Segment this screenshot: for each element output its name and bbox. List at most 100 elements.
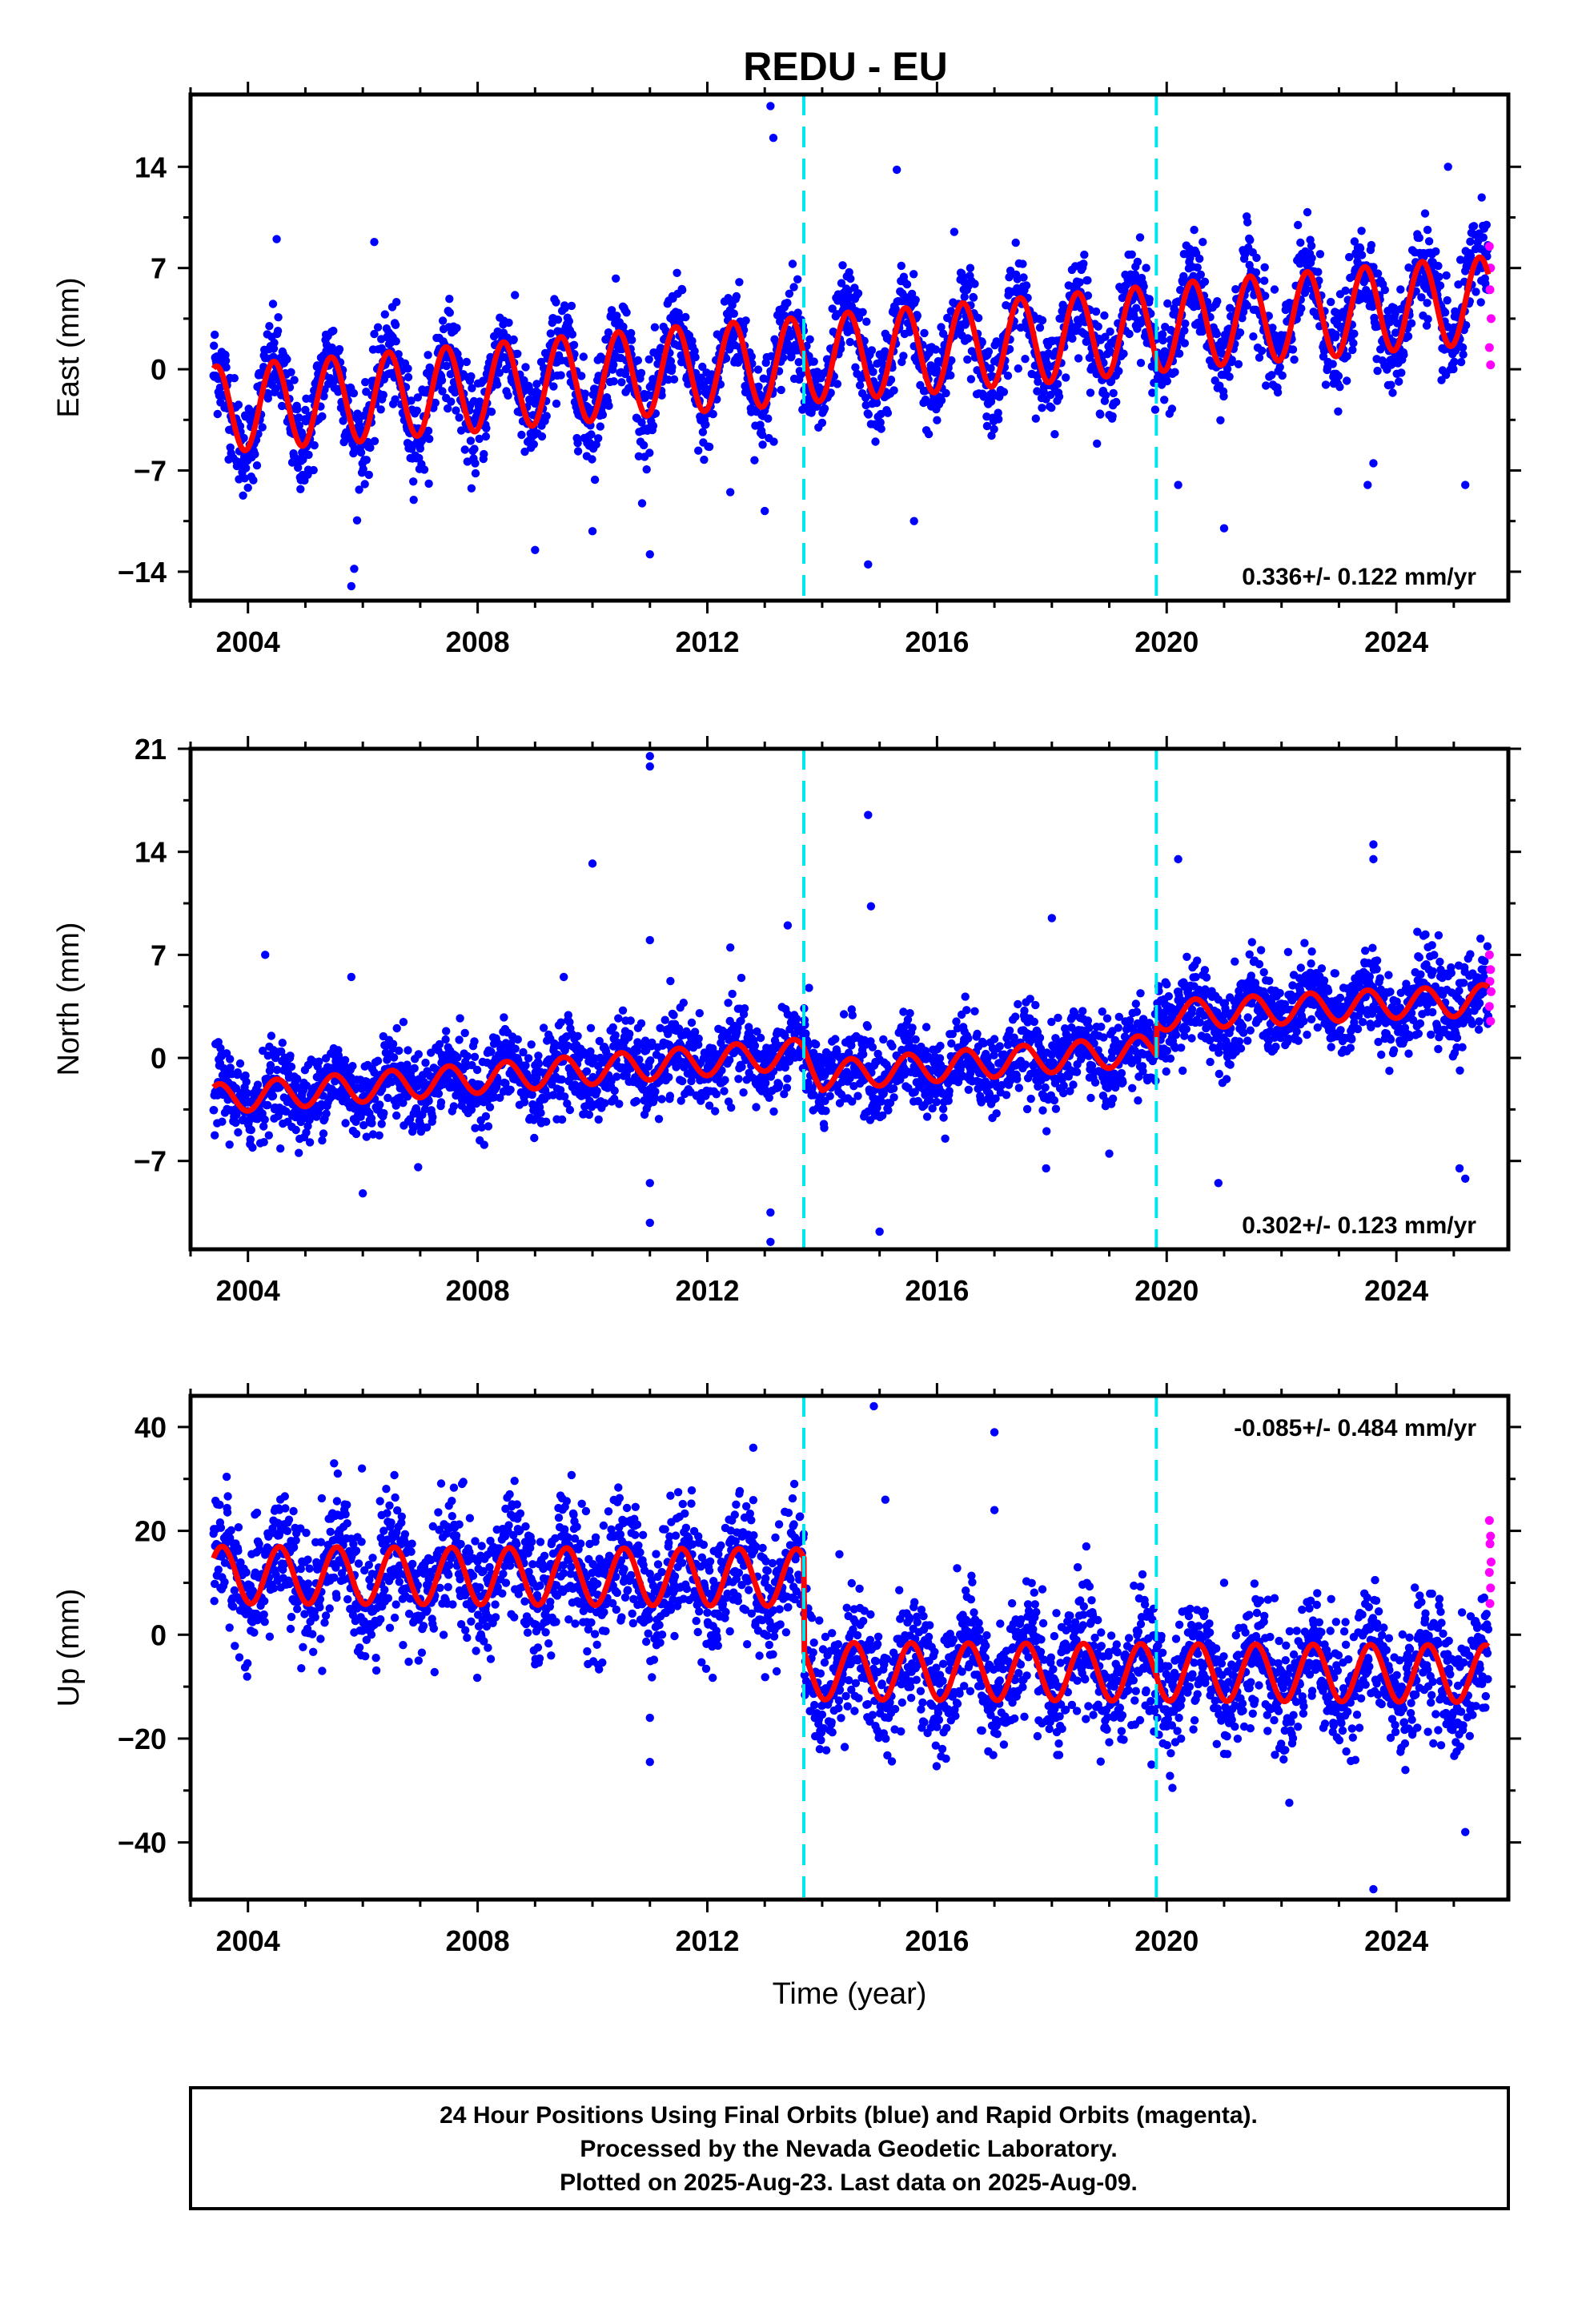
north-final-point	[348, 1062, 357, 1071]
north-final-point	[318, 1136, 327, 1145]
east-x-tick-label: 2004	[216, 625, 280, 658]
east-final-point	[290, 376, 299, 384]
east-final-point	[370, 329, 379, 339]
east-final-point	[1227, 356, 1236, 364]
east-y-tick-label: 7	[151, 252, 167, 285]
north-final-point	[908, 1023, 917, 1032]
east-final-point	[1079, 259, 1088, 268]
east-plot-area	[209, 102, 1496, 591]
east-final-point	[445, 308, 454, 317]
east-final-point	[1109, 388, 1118, 398]
north-final-point	[847, 1041, 856, 1050]
north-final-point	[410, 1063, 419, 1073]
east-final-point	[845, 337, 855, 347]
north-final-point	[573, 1031, 582, 1041]
east-final-point	[891, 304, 900, 313]
north-final-point	[853, 1092, 862, 1100]
east-final-point	[1314, 267, 1323, 276]
east-final-point	[913, 312, 922, 320]
east-y-tick-label: −7	[134, 454, 167, 487]
east-final-point	[1139, 282, 1148, 291]
east-final-point	[1180, 339, 1190, 348]
east-final-point	[242, 464, 251, 472]
east-final-point	[467, 484, 476, 493]
east-final-point	[460, 445, 469, 454]
east-final-point	[556, 371, 565, 380]
east-final-point	[1297, 304, 1306, 313]
east-final-point	[833, 380, 842, 388]
east-final-point	[1119, 349, 1128, 358]
north-final-point	[260, 1115, 269, 1124]
east-final-point	[1255, 353, 1264, 362]
east-final-point	[1341, 286, 1350, 296]
north-final-point	[801, 1029, 810, 1038]
east-final-point	[793, 275, 802, 283]
east-final-point	[471, 468, 480, 478]
east-final-point	[1321, 380, 1331, 389]
east-final-point	[871, 437, 880, 446]
east-final-point	[1307, 241, 1316, 251]
east-final-point	[1435, 272, 1443, 281]
east-final-point	[471, 459, 480, 468]
east-final-point	[222, 363, 231, 372]
east-final-point	[249, 476, 258, 485]
east-final-point	[293, 404, 302, 414]
east-final-point	[1294, 220, 1303, 230]
east-final-point	[820, 404, 829, 413]
east-final-point	[721, 354, 731, 363]
north-final-point	[414, 1050, 423, 1059]
east-final-point	[509, 335, 518, 344]
east-final-point	[937, 323, 946, 332]
east-final-point	[579, 352, 588, 361]
east-final-point	[1335, 383, 1344, 392]
east-final-point	[644, 355, 653, 364]
east-final-point	[728, 300, 737, 310]
east-final-point	[392, 298, 401, 307]
east-final-point	[1053, 380, 1062, 388]
east-final-point	[569, 340, 579, 349]
north-final-point	[774, 1080, 784, 1089]
east-final-point	[1472, 287, 1480, 296]
east-final-point	[1466, 237, 1475, 246]
east-final-point	[1420, 209, 1430, 218]
east-final-point	[691, 352, 700, 362]
east-final-point	[938, 329, 948, 338]
east-final-point	[1331, 330, 1340, 339]
east-final-point	[309, 465, 318, 475]
east-final-point	[1062, 373, 1070, 382]
east-final-point	[462, 357, 471, 367]
east-final-point	[609, 360, 618, 369]
east-outlier-point	[1461, 480, 1470, 489]
north-final-point	[727, 1103, 736, 1112]
east-final-point	[628, 336, 636, 344]
east-final-point	[960, 292, 969, 301]
east-y-axis-label: East (mm)	[52, 277, 86, 417]
north-final-point	[210, 1106, 219, 1115]
north-final-point	[614, 1014, 623, 1023]
north-final-point	[373, 1056, 383, 1065]
east-y-tick-label: 0	[151, 353, 167, 386]
north-final-point	[286, 1051, 295, 1060]
east-rate-label: 0.336+/- 0.122 mm/yr	[1242, 564, 1476, 590]
east-final-point	[637, 418, 646, 427]
east-outlier-point	[1363, 480, 1372, 489]
east-final-point	[741, 316, 750, 325]
east-final-point	[1482, 220, 1492, 229]
north-final-point	[341, 1119, 350, 1128]
east-final-point	[1195, 254, 1204, 263]
north-final-point	[480, 1140, 488, 1149]
north-final-point	[247, 1125, 255, 1135]
east-final-point	[698, 362, 707, 372]
east-final-point	[963, 355, 972, 364]
east-final-point	[668, 363, 677, 372]
north-final-point	[524, 1054, 533, 1063]
east-final-point	[845, 267, 853, 277]
east-final-point	[1174, 349, 1184, 358]
east-final-point	[858, 308, 867, 316]
east-final-point	[590, 475, 600, 485]
east-final-point	[1327, 297, 1335, 307]
east-final-point	[604, 401, 613, 410]
east-final-point	[1477, 193, 1486, 202]
east-final-point	[304, 450, 313, 460]
east-final-point	[764, 414, 773, 423]
